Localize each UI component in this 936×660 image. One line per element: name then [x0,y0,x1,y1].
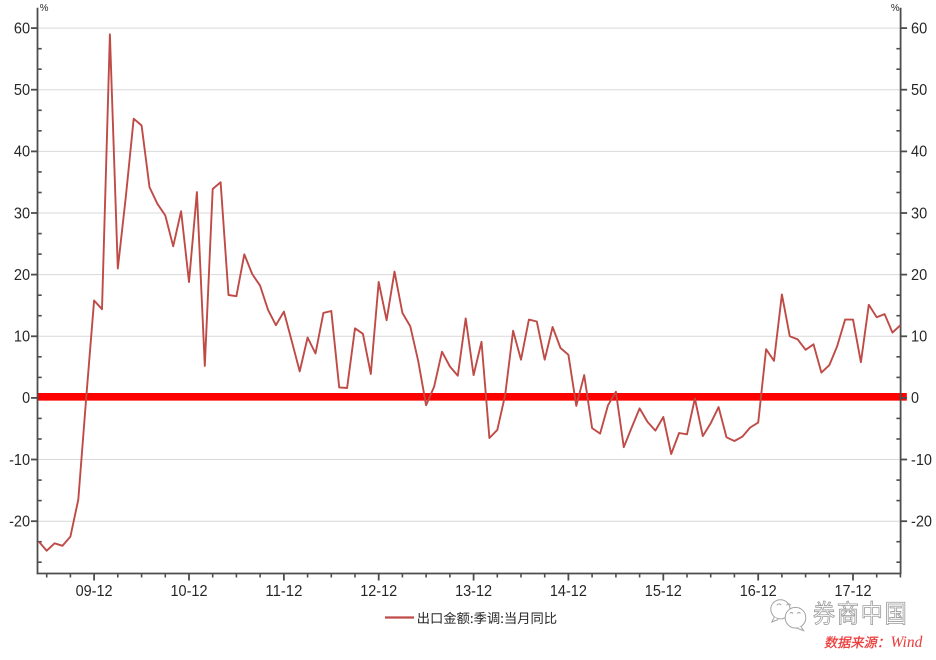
svg-text:Wind: Wind [891,634,923,651]
svg-text:0: 0 [911,390,919,407]
svg-text:-10: -10 [9,452,30,469]
svg-text:40: 40 [911,144,927,161]
svg-text:60: 60 [14,20,30,37]
svg-text:14-12: 14-12 [550,583,587,600]
svg-text:30: 30 [14,205,30,222]
svg-text:11-12: 11-12 [265,583,302,600]
svg-text:15-12: 15-12 [645,583,682,600]
svg-text:%: % [891,3,900,14]
svg-text:%: % [40,3,49,14]
svg-text:-10: -10 [911,452,932,469]
svg-text:17-12: 17-12 [835,583,872,600]
svg-text:10: 10 [911,329,927,346]
svg-text:20: 20 [14,267,30,284]
svg-text:0: 0 [22,390,30,407]
svg-text:10-12: 10-12 [171,583,208,600]
svg-text:09-12: 09-12 [76,583,113,600]
svg-text:-20: -20 [911,514,932,531]
svg-text:13-12: 13-12 [455,583,492,600]
svg-text:-20: -20 [9,514,30,531]
svg-text:20: 20 [911,267,927,284]
svg-text:60: 60 [911,20,927,37]
svg-text:50: 50 [14,82,30,99]
svg-text:30: 30 [911,205,927,222]
svg-text:10: 10 [14,329,30,346]
svg-text:50: 50 [911,82,927,99]
svg-text:16-12: 16-12 [740,583,777,600]
svg-text:40: 40 [14,144,30,161]
svg-text:12-12: 12-12 [360,583,397,600]
